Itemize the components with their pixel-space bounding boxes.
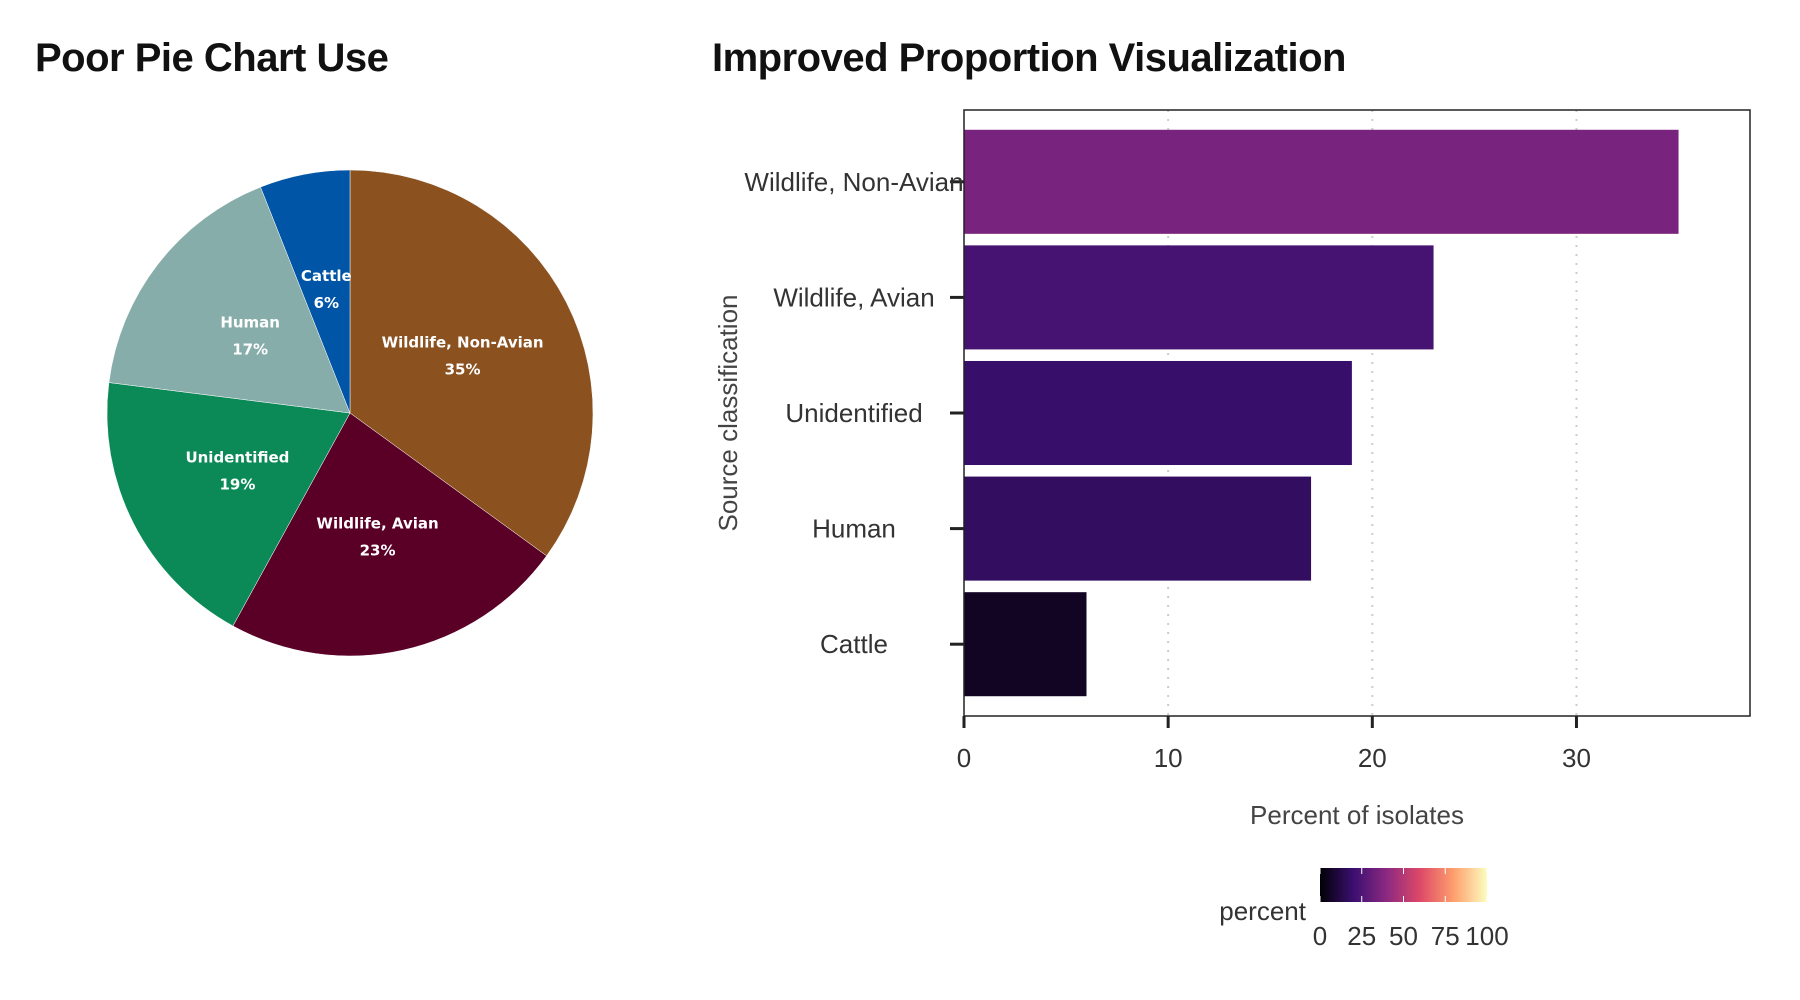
bar-wildlife-avian	[964, 245, 1434, 350]
color-legend: percent 0 25 50 75 100	[1219, 868, 1509, 951]
legend-ticks: 0 25 50 75 100	[1313, 868, 1509, 951]
y-tick-label: Cattle	[820, 629, 888, 659]
pie-slice-percent: 6%	[314, 294, 339, 312]
y-tick-label: Wildlife, Non-Avian	[744, 167, 963, 197]
bar-cattle	[964, 592, 1087, 697]
pie-chart: Wildlife, Non-Avian 35% Wildlife, Avian 23%…	[106, 169, 594, 657]
bar-wildlife-non-avian	[964, 129, 1679, 234]
x-tick-label: 20	[1358, 743, 1387, 773]
legend-tick-label: 25	[1347, 921, 1376, 951]
pie-slice-percent: 35%	[445, 361, 481, 379]
pie-slice-percent: 17%	[232, 341, 268, 359]
x-tick-label: 30	[1562, 743, 1591, 773]
legend-tick-label: 0	[1313, 921, 1327, 951]
x-tick-label: 0	[957, 743, 971, 773]
legend-title: percent	[1219, 896, 1306, 926]
y-tick-label: Human	[812, 514, 896, 544]
pie-slice-percent: 23%	[360, 541, 396, 559]
legend-tick-label: 50	[1389, 921, 1418, 951]
bar-chart: Wildlife, Non-Avian Wildlife, Avian Uniden…	[713, 109, 1751, 830]
pie-chart-title: Poor Pie Chart Use	[35, 36, 389, 80]
x-axis: 0 10 20 30	[957, 716, 1591, 773]
pie-slice-label: Cattle	[301, 267, 352, 285]
x-tick-label: 10	[1154, 743, 1183, 773]
pie-slice-unidentified	[106, 382, 351, 627]
bar-marks	[964, 129, 1679, 697]
pie-slice-label: Unidentified	[185, 448, 289, 466]
pie-slice-wildlife-avian	[232, 412, 547, 657]
pie-slice-percent: 19%	[219, 475, 255, 493]
y-tick-label: Wildlife, Avian	[773, 282, 934, 312]
y-tick-label: Unidentified	[785, 398, 922, 428]
pie-slice-label: Wildlife, Non-Avian	[382, 334, 544, 352]
y-axis: Wildlife, Non-Avian Wildlife, Avian Uniden…	[744, 167, 964, 659]
pie-slice-label: Human	[220, 314, 280, 332]
x-axis-title: Percent of isolates	[1250, 800, 1464, 830]
pie-slice-human	[108, 186, 351, 414]
bar-human	[964, 476, 1312, 581]
pie-slice-wildlife-non-avian	[349, 169, 594, 557]
bar-chart-title: Improved Proportion Visualization	[712, 36, 1346, 80]
pie-slice-label: Wildlife, Avian	[316, 514, 438, 532]
y-axis-title: Source classification	[713, 295, 743, 532]
pie-slice-cattle	[260, 169, 351, 414]
legend-tick-label: 100	[1465, 921, 1508, 951]
bar-unidentified	[964, 360, 1352, 466]
legend-tick-label: 75	[1431, 921, 1460, 951]
